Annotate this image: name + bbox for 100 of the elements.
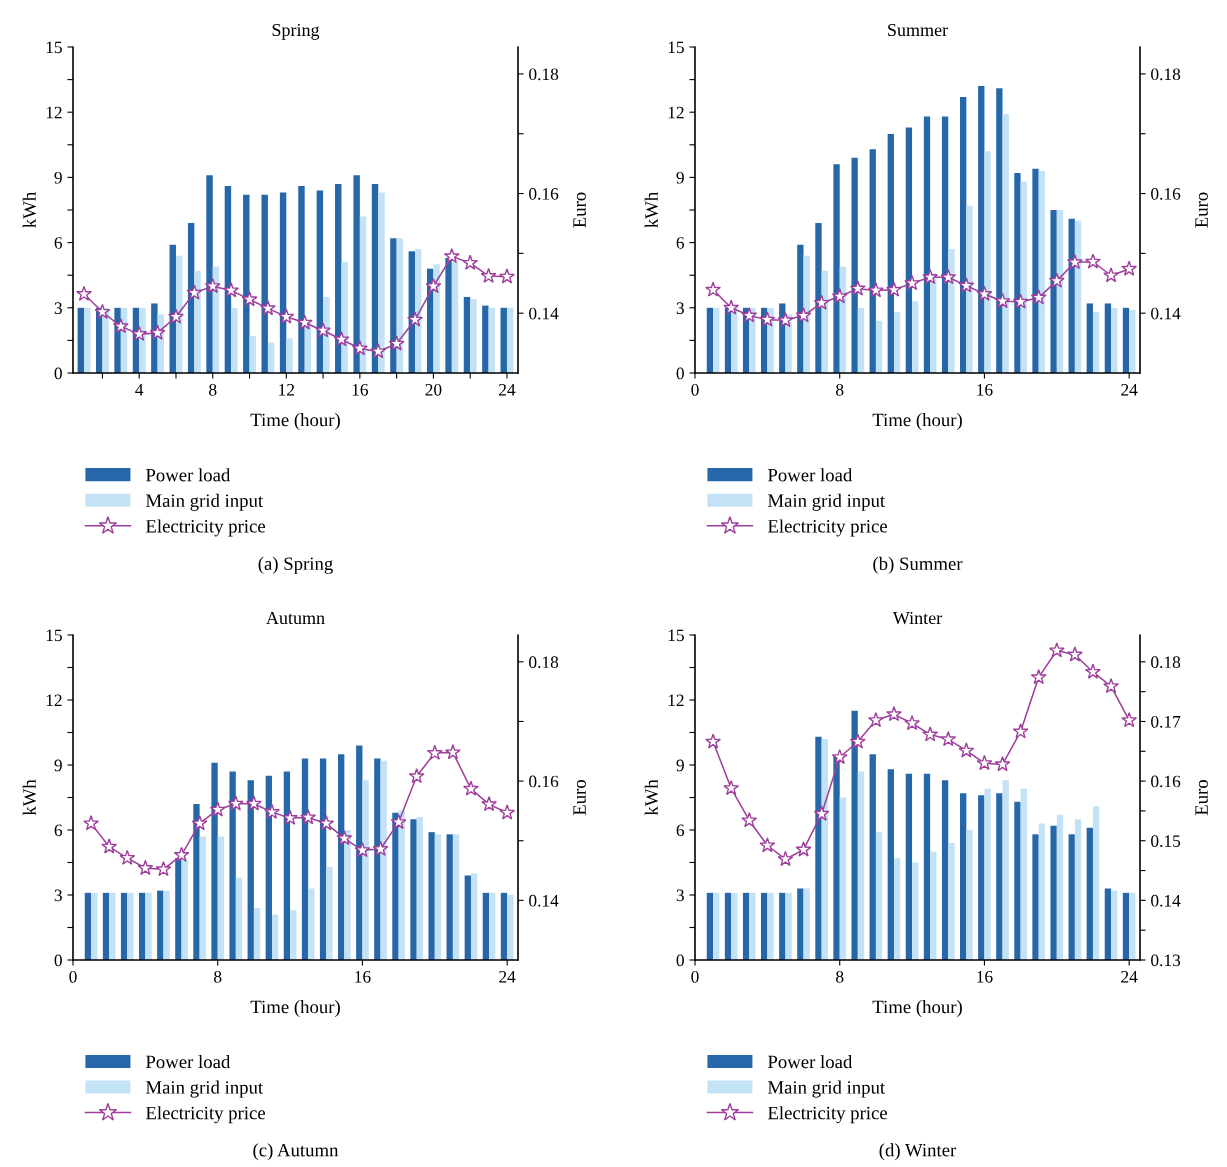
bar — [120, 892, 128, 960]
bar — [356, 745, 363, 960]
bar — [731, 892, 738, 960]
point — [922, 268, 939, 285]
x-tick-label: 8 — [214, 970, 222, 983]
bar — [249, 336, 256, 373]
bar — [887, 133, 894, 373]
bar — [1020, 788, 1027, 960]
bar — [1122, 892, 1130, 960]
x-tick-label: 20 — [425, 383, 442, 396]
point — [462, 254, 479, 270]
point — [886, 705, 902, 722]
point — [94, 303, 111, 319]
point — [155, 861, 172, 877]
bar — [410, 819, 417, 960]
point — [278, 308, 295, 324]
bar — [978, 795, 985, 960]
bar — [265, 775, 272, 960]
bar — [109, 892, 116, 960]
bar — [1032, 834, 1039, 960]
point — [204, 277, 221, 294]
y-tick-label: 3 — [54, 302, 62, 314]
y2-tick-label: 0.16 — [529, 775, 559, 788]
y-tick-label: 0 — [54, 367, 62, 380]
bar — [851, 710, 858, 960]
point — [315, 322, 332, 338]
point — [119, 849, 136, 865]
bar — [1092, 312, 1100, 373]
y2-tick-label: 0.15 — [1151, 835, 1181, 847]
y-tick-label: 6 — [54, 237, 63, 249]
x-tick-label: 16 — [977, 970, 993, 983]
point — [741, 812, 758, 828]
bar — [1074, 819, 1082, 960]
x-tick-label: 16 — [352, 383, 369, 396]
point — [1121, 711, 1138, 728]
bar — [139, 892, 146, 960]
bar — [326, 866, 333, 960]
bar — [127, 892, 134, 960]
x-tick-label: 24 — [1121, 383, 1138, 396]
point — [994, 292, 1011, 309]
bar — [157, 890, 164, 960]
y-tick-label: 0 — [54, 954, 62, 967]
bar — [1002, 780, 1009, 960]
bar — [1056, 814, 1064, 960]
point — [976, 285, 993, 301]
legend-label: Electricity price — [145, 1106, 266, 1124]
bar — [243, 194, 250, 373]
point — [282, 809, 299, 825]
bar — [301, 758, 309, 960]
bar — [193, 804, 200, 960]
point — [723, 779, 740, 796]
point — [408, 767, 425, 784]
bar — [966, 830, 973, 960]
point — [831, 288, 848, 304]
bar — [1129, 892, 1136, 960]
bar — [797, 244, 804, 373]
bar — [948, 249, 955, 373]
bar — [1111, 890, 1118, 960]
x-tick-label: 8 — [209, 383, 217, 396]
point — [223, 282, 240, 298]
bar — [966, 205, 973, 373]
point — [1085, 663, 1101, 679]
y2-axis-title: Euro — [1195, 779, 1208, 816]
point — [813, 805, 830, 821]
x-tick-label: 24 — [499, 383, 516, 396]
y2-tick-label: 0.14 — [529, 307, 559, 320]
y2-tick-label: 0.16 — [1151, 188, 1181, 200]
text: (d) Winter — [879, 1143, 957, 1161]
point — [904, 714, 921, 731]
bar — [482, 892, 490, 960]
x-tick-label: 12 — [279, 383, 295, 396]
point — [137, 859, 154, 876]
bar — [893, 858, 901, 960]
bar — [506, 307, 514, 373]
bar — [923, 116, 931, 373]
bar — [857, 771, 865, 960]
bar — [742, 892, 750, 960]
y2-axis-title: Euro — [1195, 192, 1208, 228]
bar — [984, 151, 991, 373]
bar — [731, 307, 738, 373]
y-tick-label: 9 — [676, 171, 684, 184]
point — [186, 284, 203, 300]
x-tick-label: 8 — [836, 970, 844, 983]
point — [922, 726, 939, 742]
bar — [482, 305, 489, 373]
point — [499, 268, 515, 284]
bar — [1038, 170, 1046, 373]
point — [1030, 669, 1047, 685]
point — [976, 754, 993, 771]
y2-tick-label: 0.13 — [1151, 954, 1181, 967]
bar — [941, 780, 949, 960]
bar — [930, 851, 937, 960]
legend-label: Main grid input — [145, 493, 264, 511]
point — [425, 277, 442, 294]
bar — [1104, 303, 1112, 373]
point — [333, 331, 350, 347]
bar — [500, 892, 508, 960]
legend-label: Power load — [145, 1054, 231, 1069]
bar — [996, 88, 1003, 373]
bar — [319, 758, 327, 960]
